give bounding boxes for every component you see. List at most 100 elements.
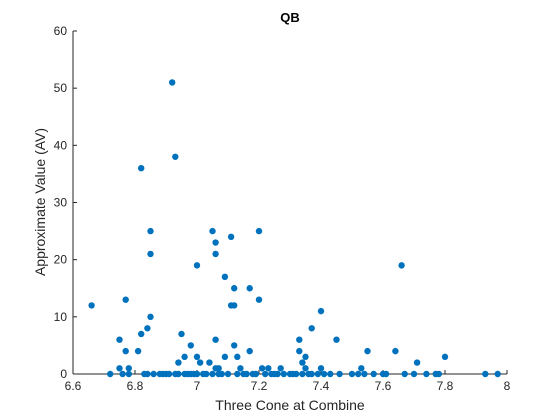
data-point [401, 370, 408, 378]
data-point [227, 233, 235, 240]
data-point [88, 302, 95, 309]
data-point [413, 359, 421, 366]
data-point [147, 313, 154, 321]
data-point [494, 370, 501, 378]
data-point [218, 370, 225, 378]
y-tick-label: 60 [54, 24, 68, 38]
data-point [122, 347, 129, 355]
data-point [336, 370, 343, 378]
data-point [277, 365, 284, 372]
data-point [134, 347, 142, 355]
data-point [441, 353, 449, 361]
x-tick-label: 7.8 [437, 379, 454, 393]
data-point [116, 336, 123, 343]
data-point [206, 359, 213, 366]
data-point [299, 359, 306, 366]
data-point [212, 250, 219, 258]
data-point [370, 370, 377, 378]
x-tick-label: 7.4 [313, 379, 330, 393]
data-point [280, 370, 287, 378]
data-point [203, 370, 210, 378]
data-point [348, 370, 356, 378]
data-point [221, 353, 229, 361]
data-point [296, 347, 303, 355]
data-point [144, 325, 151, 332]
data-point [255, 227, 263, 235]
y-tick-label: 30 [54, 196, 68, 210]
data-point [333, 336, 340, 343]
data-point [231, 285, 238, 292]
x-tick-label: 8 [504, 379, 511, 393]
data-point [364, 347, 371, 355]
data-point [302, 365, 309, 372]
x-tick-label: 7.2 [251, 379, 268, 393]
data-point [119, 370, 126, 378]
data-point [147, 227, 154, 235]
data-point [296, 336, 303, 343]
data-point [327, 370, 334, 378]
x-tick-label: 6.6 [65, 379, 82, 393]
data-point [234, 370, 241, 378]
data-point [215, 365, 222, 372]
x-tick-label: 7.6 [375, 379, 392, 393]
data-point [175, 370, 182, 378]
y-tick-label: 50 [54, 81, 68, 95]
data-point [246, 285, 253, 292]
data-point [320, 370, 328, 378]
x-tick-label: 6.8 [127, 379, 144, 393]
data-point [169, 79, 176, 86]
data-point [181, 353, 188, 361]
y-tick-label: 20 [54, 253, 68, 267]
data-point [116, 365, 123, 372]
chart-title: QB [280, 10, 300, 25]
data-point [237, 365, 244, 372]
data-point [221, 273, 229, 281]
data-point [246, 347, 253, 355]
y-axis-title: Approximate Value (AV) [32, 128, 48, 276]
data-point [193, 262, 201, 269]
data-point [150, 370, 157, 378]
data-point [212, 239, 219, 246]
y-tick-label: 40 [54, 138, 68, 152]
data-point [209, 370, 216, 378]
data-point [258, 365, 266, 372]
data-point [122, 296, 129, 303]
data-point [187, 342, 194, 349]
data-point [435, 370, 442, 378]
y-ticks: 0 10 20 30 40 50 60 [54, 24, 77, 381]
data-point [196, 359, 204, 366]
data-point [314, 370, 322, 378]
data-point [125, 365, 132, 372]
data-point [482, 370, 489, 378]
data-point [193, 370, 201, 378]
data-point [262, 370, 269, 378]
data-point [107, 370, 114, 378]
data-point [212, 336, 219, 343]
data-points [88, 79, 501, 378]
data-point [302, 353, 309, 361]
data-point [293, 370, 300, 378]
data-point [410, 370, 418, 378]
data-point [252, 370, 260, 378]
data-point [423, 370, 430, 378]
data-point [358, 365, 365, 372]
data-point [138, 330, 145, 338]
data-point [147, 250, 154, 258]
data-point [355, 370, 362, 378]
data-point [209, 227, 216, 235]
data-point [231, 342, 238, 349]
data-point [317, 307, 325, 315]
data-point [382, 370, 390, 378]
data-point [361, 370, 368, 378]
x-tick-label: 7 [194, 379, 201, 393]
data-point [398, 262, 405, 269]
data-point [308, 325, 315, 332]
axes [72, 31, 507, 375]
data-point [392, 347, 399, 355]
y-tick-label: 10 [54, 310, 68, 324]
data-point [308, 370, 315, 378]
data-point [178, 330, 185, 338]
data-point [144, 370, 151, 378]
x-axis-title: Three Cone at Combine [215, 397, 365, 413]
